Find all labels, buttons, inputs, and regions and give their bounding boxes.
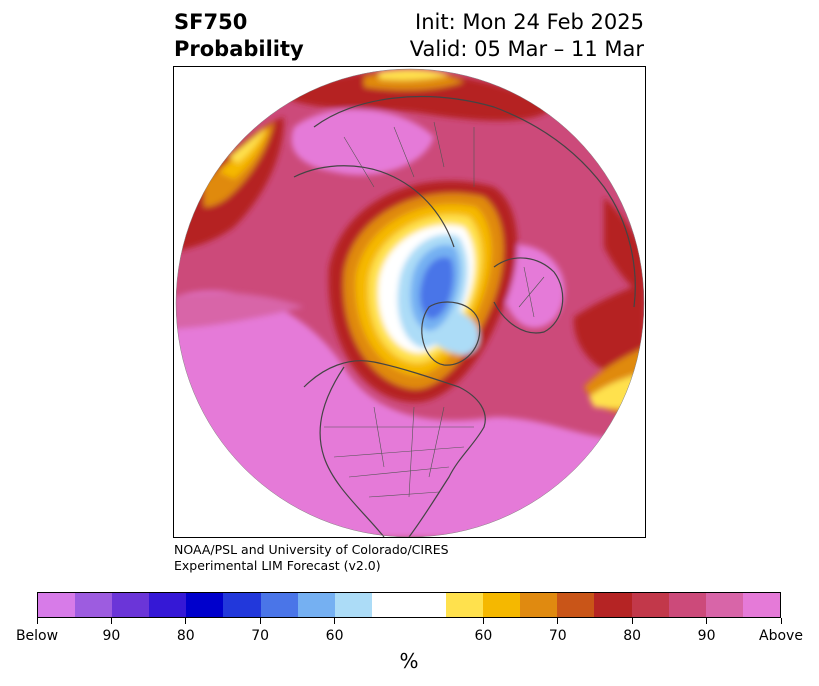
colorbar-swatch <box>223 593 261 617</box>
coastlines <box>293 95 636 537</box>
colorbar-swatch <box>594 593 632 617</box>
colorbar-swatch <box>483 593 521 617</box>
colorbar-swatch <box>520 593 558 617</box>
colorbar-swatch <box>408 593 447 617</box>
map-svg <box>175 68 645 537</box>
colorbar-tick-mark <box>110 618 112 624</box>
credit-line-1: NOAA/PSL and University of Colorado/CIRE… <box>174 542 449 557</box>
map-title-right: Init: Mon 24 Feb 2025 Valid: 05 Mar – 11… <box>410 9 644 63</box>
probability-map <box>173 66 646 538</box>
colorbar-swatch <box>742 593 780 617</box>
variable-name: SF750 <box>174 10 248 34</box>
colorbar-swatch <box>557 593 595 617</box>
valid-range: Valid: 05 Mar – 11 Mar <box>409 37 644 61</box>
colorbar-tick-label: 80 <box>176 628 195 644</box>
colorbar-swatch <box>38 593 76 617</box>
colorbar-unit: % <box>399 649 419 673</box>
colorbar-tick-label: 70 <box>548 628 567 644</box>
colorbar-tick-mark <box>780 618 782 624</box>
colorbar-tick-mark <box>482 618 484 624</box>
colorbar-tick-label: 60 <box>474 628 493 644</box>
colorbar-tick-mark <box>631 618 633 624</box>
colorbar-tick-mark <box>706 618 708 624</box>
colorbar-tick-mark <box>36 618 38 624</box>
colorbar-swatch <box>186 593 224 617</box>
colorbar-swatch <box>705 593 743 617</box>
colorbar-swatch <box>149 593 187 617</box>
product-name: Probability <box>174 37 304 61</box>
colorbar-tick-label: Below <box>15 628 59 644</box>
map-title-left: SF750 Probability <box>174 9 304 63</box>
colorbar-swatch <box>75 593 113 617</box>
colorbar-tick-label: 90 <box>102 628 121 644</box>
credit-line-2: Experimental LIM Forecast (v2.0) <box>174 558 381 573</box>
colorbar-tick-label: 90 <box>697 628 716 644</box>
credit-text: NOAA/PSL and University of Colorado/CIRE… <box>174 542 449 574</box>
colorbar-tick-label: Above <box>759 628 803 644</box>
colorbar-swatch <box>334 593 372 617</box>
colorbar-swatch <box>112 593 150 617</box>
colorbar-swatch <box>668 593 706 617</box>
colorbar-swatch <box>297 593 335 617</box>
colorbar-swatch <box>371 593 409 617</box>
colorbar-tick-label: 80 <box>623 628 642 644</box>
colorbar-tick-mark <box>185 618 187 624</box>
borders <box>324 121 545 498</box>
colorbar-swatch <box>260 593 298 617</box>
colorbar-tick-mark <box>259 618 261 624</box>
colorbar-tick-label: 70 <box>251 628 270 644</box>
init-date: Init: Mon 24 Feb 2025 <box>415 10 644 34</box>
colorbar-tick-mark <box>557 618 559 624</box>
colorbar-tick-mark <box>334 618 336 624</box>
colorbar-swatch <box>446 593 484 617</box>
colorbar <box>37 592 781 618</box>
colorbar-tick-label: 60 <box>325 628 344 644</box>
colorbar-swatch <box>631 593 669 617</box>
